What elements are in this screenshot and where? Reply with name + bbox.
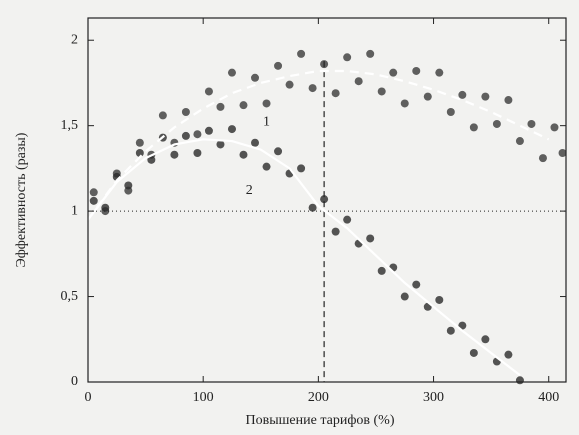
scatter-point (170, 150, 179, 159)
curve (87, 138, 521, 377)
x-tick-label: 200 (308, 390, 329, 405)
scatter-point (239, 101, 248, 110)
scatter-point (446, 326, 455, 335)
scatter-point (558, 149, 567, 158)
scatter-point (89, 188, 98, 197)
scatter-point (366, 49, 375, 58)
scatter-point (158, 111, 167, 120)
scatter-point (204, 126, 213, 135)
scatter-point (515, 137, 524, 146)
x-tick-label: 300 (423, 390, 444, 405)
scatter-point (343, 215, 352, 224)
scatter-point (366, 234, 375, 243)
scatter-point (101, 203, 110, 212)
y-tick-label: 1,5 (61, 118, 79, 133)
scatter-point (216, 140, 225, 149)
y-tick-label: 0,5 (61, 289, 79, 304)
scatter-point (89, 196, 98, 205)
scatter-point (469, 123, 478, 132)
scatter-point (446, 107, 455, 116)
scatter-point (181, 131, 190, 140)
scatter-point (285, 80, 294, 89)
scatter-point (239, 150, 248, 159)
scatter-point (227, 125, 236, 134)
scatter-point (181, 107, 190, 116)
scatter-point (135, 149, 144, 158)
scatter-point (435, 68, 444, 77)
scatter-point (331, 89, 340, 98)
scatter-point (469, 348, 478, 357)
scatter-point (458, 90, 467, 99)
scatter-point (216, 102, 225, 111)
scatter-point (504, 350, 513, 359)
scatter-point (251, 138, 260, 147)
scatter-point (458, 321, 467, 330)
x-tick-label: 0 (85, 390, 92, 405)
scatter-point (193, 130, 202, 139)
scatter-point (227, 68, 236, 77)
scatter-point (412, 66, 421, 75)
x-axis-label: Повышение тарифов (%) (246, 413, 395, 428)
scatter-point (193, 149, 202, 158)
scatter-point (135, 138, 144, 147)
scatter-point (515, 376, 524, 385)
y-tick-label: 2 (71, 32, 78, 47)
x-tick-label: 100 (193, 390, 214, 405)
scatter-point (481, 92, 490, 101)
scatter-point (354, 77, 363, 86)
plot-frame (87, 17, 567, 383)
scatter-point (527, 119, 536, 128)
scatter-point (204, 87, 213, 96)
scatter-point (389, 68, 398, 77)
y-tick-label: 1 (71, 203, 78, 218)
x-tick-label: 400 (538, 390, 559, 405)
scatter-point (400, 99, 409, 108)
scatter-point (481, 335, 490, 344)
annotation: 2 (246, 183, 253, 198)
y-tick-label: 0 (71, 374, 78, 389)
scatter-point (377, 87, 386, 96)
y-axis-label: Эффективность (разы) (14, 132, 29, 267)
scatter-point (274, 147, 283, 156)
scatter-point (297, 164, 306, 173)
scatter-point (423, 92, 432, 101)
scatter-point (377, 266, 386, 275)
scatter-point (492, 119, 501, 128)
scatter-point (274, 61, 283, 70)
scatter-point (400, 292, 409, 301)
scatter-point (147, 155, 156, 164)
curve (87, 69, 550, 221)
scatter-point (297, 49, 306, 58)
scatter-point (538, 154, 547, 163)
scatter-point (124, 181, 133, 190)
scatter-point (435, 295, 444, 304)
scatter-point (504, 96, 513, 105)
scatter-point (251, 73, 260, 82)
scatter-point (308, 84, 317, 93)
scatter-point (550, 123, 559, 132)
scatter-point (412, 280, 421, 289)
scatter-point (262, 99, 271, 108)
scatter-point (343, 53, 352, 62)
annotation: 1 (263, 114, 270, 129)
scatter-point (320, 195, 329, 204)
scatter-point (331, 227, 340, 236)
scatter-point (308, 203, 317, 212)
scatter-point (262, 162, 271, 171)
